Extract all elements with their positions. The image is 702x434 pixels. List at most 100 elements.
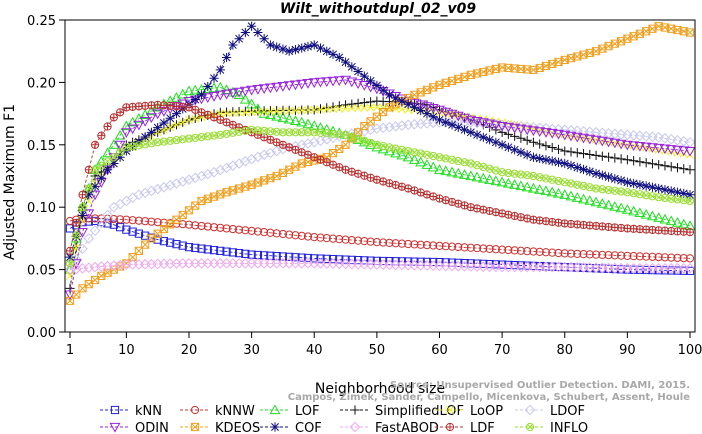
point-lof — [421, 159, 433, 169]
point-knnw — [554, 248, 563, 258]
x-axis-label: Neighborhood size — [315, 381, 445, 397]
point-ldof — [196, 170, 207, 182]
point-cof — [65, 252, 75, 262]
point-ldof — [152, 183, 163, 195]
point-lof — [502, 177, 514, 188]
point-inflo — [617, 187, 626, 196]
point-cof — [297, 43, 307, 53]
point-inflo — [178, 135, 187, 144]
point-inflo — [147, 139, 156, 148]
point-lof — [302, 118, 314, 129]
legend: kNN kNNW LOF SimplifiedLOF LoOP LDOF ODIN KDEOS… — [100, 404, 588, 434]
point-cof — [77, 210, 88, 221]
point-odin — [515, 124, 527, 135]
y-tick-label: 0.15 — [27, 139, 56, 154]
point-inflo — [228, 128, 237, 137]
point-lof — [546, 186, 558, 197]
point-knnw — [341, 235, 350, 244]
point-ldof — [189, 172, 201, 184]
point-cof — [422, 109, 432, 119]
point-odin — [352, 79, 364, 90]
point-simplifiedlof — [535, 139, 545, 149]
point-lof — [114, 129, 126, 140]
point-simplifiedlof — [522, 135, 532, 145]
point-odin — [139, 116, 151, 127]
point-fastabod — [684, 263, 696, 274]
point-cof — [566, 160, 576, 171]
legend-swatch-marker — [524, 404, 536, 416]
point-lof — [634, 207, 646, 218]
point-loop — [272, 107, 281, 116]
point-knnw — [253, 227, 262, 236]
point-cof — [647, 182, 658, 192]
point-knn — [203, 245, 212, 254]
point-lof — [559, 189, 571, 199]
point-knnw — [297, 231, 306, 241]
point-cof — [685, 190, 695, 200]
chart-title: Wilt_withoutdupl_02_v09 — [280, 1, 477, 17]
point-simplifiedlof — [359, 98, 369, 108]
point-cof — [466, 127, 476, 137]
point-cof — [397, 96, 407, 106]
point-odin — [634, 141, 646, 152]
legend-label: SimplifiedLOF — [375, 404, 464, 419]
point-cof — [278, 44, 288, 54]
point-inflo — [554, 176, 563, 186]
point-knnw — [234, 225, 244, 234]
point-cof — [90, 181, 100, 191]
point-loop — [304, 106, 312, 115]
legend-item-odin: ODIN — [100, 421, 169, 434]
point-odin — [490, 120, 502, 131]
legend-item-kdeos: KDEOS — [180, 421, 260, 434]
point-knnw — [410, 240, 419, 249]
point-odin — [684, 146, 696, 157]
watermark-line-2: Campos, Zimek, Sander, Campello, Micenko… — [288, 392, 690, 403]
point-odin — [152, 109, 164, 120]
point-odin — [321, 77, 333, 88]
point-ldf — [90, 140, 100, 149]
point-odin — [640, 142, 652, 153]
point-cof — [629, 178, 639, 189]
point-ldf — [685, 228, 695, 237]
point-loop — [191, 114, 200, 123]
point-odin — [133, 120, 145, 131]
point-simplifiedlof — [566, 147, 576, 157]
point-knnw — [523, 247, 532, 256]
point-odin — [421, 102, 433, 112]
point-inflo — [197, 132, 206, 142]
point-inflo — [391, 144, 400, 153]
point-cof — [585, 166, 595, 177]
point-knnw — [673, 253, 682, 262]
point-knn — [291, 253, 300, 262]
point-inflo — [153, 138, 162, 147]
point-knn — [109, 220, 118, 229]
point-ldof — [240, 156, 251, 167]
point-cof — [528, 152, 539, 162]
point-odin — [202, 93, 214, 103]
point-knnw — [241, 226, 250, 235]
point-lof — [565, 190, 577, 201]
point-ldof — [271, 145, 282, 157]
point-knn — [303, 253, 313, 263]
point-cof — [253, 27, 263, 38]
point-knnw — [516, 246, 526, 255]
point-cof — [610, 174, 620, 184]
point-ldof — [246, 153, 257, 165]
point-knn — [228, 248, 237, 257]
legend-label: INFLO — [550, 421, 588, 434]
point-odin — [264, 83, 276, 94]
point-lof — [233, 89, 245, 99]
legend-label: kNN — [135, 404, 162, 419]
point-simplifiedlof — [347, 99, 357, 109]
point-loop — [366, 103, 375, 112]
point-inflo — [410, 148, 419, 157]
point-odin — [252, 85, 264, 95]
point-inflo — [222, 129, 231, 138]
point-knnw — [372, 238, 381, 247]
point-cof — [353, 66, 363, 77]
point-odin — [290, 80, 301, 91]
point-ldof — [146, 185, 157, 197]
point-odin — [227, 88, 239, 99]
point-odin — [609, 138, 621, 149]
point-inflo — [203, 132, 212, 141]
